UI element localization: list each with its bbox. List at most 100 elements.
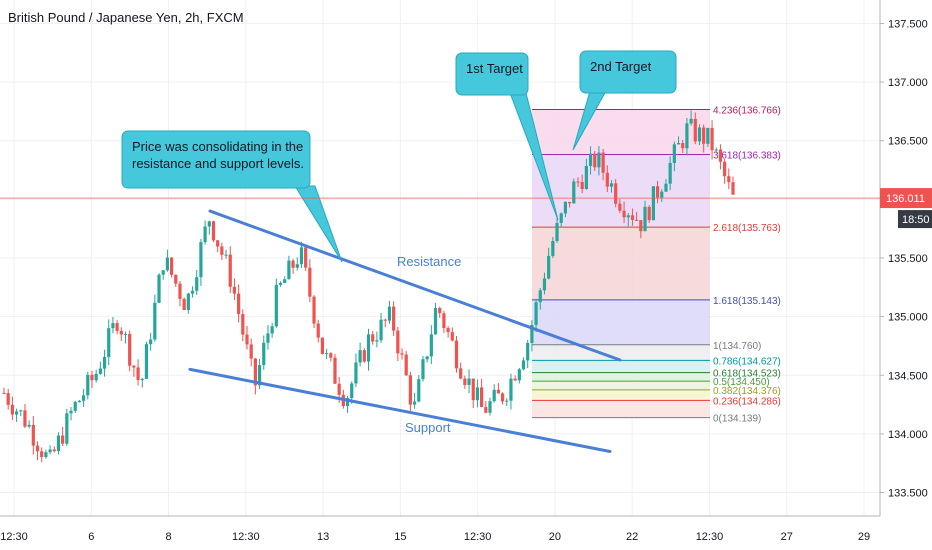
candle-body: [618, 203, 622, 211]
candle-body: [178, 283, 182, 299]
fib-level-label: 4.236(136.766): [713, 106, 781, 117]
candle-body: [203, 226, 207, 243]
candle-body: [19, 410, 23, 412]
candle-body: [345, 398, 350, 407]
countdown-badge: [898, 210, 932, 229]
candle-body: [366, 334, 371, 362]
candle-body: [149, 339, 153, 345]
candle-body: [82, 395, 86, 401]
fib-level-label: 1(134.760): [713, 341, 761, 352]
candle-body: [459, 368, 463, 379]
candle-body: [40, 451, 44, 458]
candle-body: [429, 334, 433, 357]
candle-body: [412, 401, 417, 405]
candle-body: [676, 143, 681, 145]
candle-body: [90, 374, 94, 381]
fib-level-label: 3.618(136.383): [713, 150, 781, 161]
candle-body: [580, 181, 584, 189]
candle-body: [672, 144, 676, 163]
candle-body: [609, 183, 614, 187]
candle-body: [107, 328, 111, 357]
callout-target-2: 2nd Target: [572, 50, 677, 151]
x-tick-label: 29: [858, 531, 870, 543]
candle-body: [94, 373, 98, 381]
candle-body: [350, 383, 354, 399]
candle-body: [237, 293, 241, 315]
candle-body: [295, 264, 299, 268]
x-tick-label: 20: [549, 531, 561, 543]
fib-band: [532, 389, 710, 401]
candle-body: [48, 449, 52, 453]
candle-body: [182, 298, 186, 310]
candle-body: [731, 182, 735, 195]
support-label: Support: [405, 420, 451, 435]
candle-body: [492, 389, 496, 402]
x-tick-label: 13: [317, 531, 329, 543]
fib-level-label: 2.618(135.763): [713, 223, 781, 234]
candle-body: [169, 257, 174, 275]
candle-body: [568, 201, 572, 204]
x-tick-label: 12:30: [464, 531, 492, 543]
candle-body: [396, 330, 400, 354]
candle-body: [664, 183, 668, 192]
candle-body: [471, 378, 475, 401]
candle-body: [530, 324, 534, 343]
candle-body: [475, 387, 480, 401]
fibonacci-extension: 4.236(136.766) 3.618(136.383) 2.618(135.76…: [532, 106, 781, 425]
candle-body: [232, 286, 237, 294]
candle-body: [727, 176, 731, 183]
candle-body: [576, 181, 580, 183]
candle-body: [14, 411, 19, 415]
candle-body: [308, 267, 312, 297]
candle-body: [697, 127, 702, 142]
candle-body: [505, 400, 509, 402]
current-price-badge: [880, 188, 932, 209]
candle-body: [195, 277, 199, 291]
candle-body: [228, 254, 232, 287]
candle-body: [165, 257, 169, 271]
candle-body: [157, 274, 161, 303]
callout-text: 1st Target: [466, 61, 523, 76]
candle-body: [488, 401, 492, 413]
candle-body: [408, 375, 412, 405]
candle-body: [526, 342, 530, 361]
candle-body: [199, 242, 203, 278]
callout-target-1: 1st Target: [455, 52, 559, 221]
candle-body: [362, 350, 366, 362]
candle-body: [484, 407, 488, 413]
candle-body: [186, 293, 190, 310]
candle-body: [689, 118, 693, 124]
candle-body: [693, 118, 697, 142]
candle-body: [10, 404, 14, 415]
candle-body: [320, 337, 325, 354]
y-tick-label: 134.500: [888, 370, 928, 382]
fib-level-label: 0.236(134.286): [713, 396, 781, 407]
candle-body: [262, 342, 266, 366]
y-tick-label: 137.000: [888, 77, 928, 89]
candle-body: [379, 319, 383, 341]
candle-body: [614, 183, 618, 204]
callout-text: Price was consolidating in the resistance…: [132, 139, 304, 171]
candle-body: [2, 392, 6, 394]
candle-body: [207, 221, 211, 227]
candle-body: [136, 367, 140, 381]
candle-body: [630, 215, 635, 220]
fib-band: [532, 400, 710, 418]
fib-band: [532, 227, 710, 300]
candle-body: [500, 393, 505, 402]
resistance-label: Resistance: [397, 254, 461, 269]
candle-body: [404, 354, 408, 376]
current-price-label: 136.011: [886, 193, 925, 205]
candle-body: [454, 340, 459, 369]
candle-body: [86, 374, 90, 396]
chart-title: British Pound / Japanese Yen, 2h, FXCM: [8, 10, 244, 25]
candle-body: [480, 387, 484, 408]
candle-body: [593, 153, 597, 168]
y-tick-label: 135.000: [888, 312, 928, 324]
candle-body: [655, 186, 660, 198]
x-tick-label: 6: [88, 531, 94, 543]
candle-body: [542, 278, 547, 291]
candle-body: [639, 220, 643, 232]
callout-box: [455, 52, 529, 96]
